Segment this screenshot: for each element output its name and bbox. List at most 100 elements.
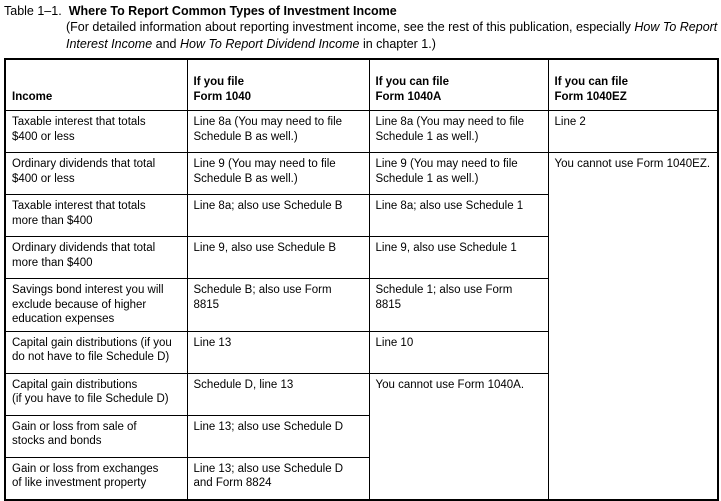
cell-form-1040: Line 8a (You may need to file Schedule B… — [186, 110, 370, 153]
cell-text-line: Capital gain distributions — [12, 378, 138, 391]
cell-text-line: Schedule 1 as well.) — [375, 172, 479, 185]
cell-text-line: Line 9 (You may need to file — [375, 158, 518, 170]
investment-income-report-table: Income If you file Form 1040 If you can … — [4, 58, 719, 501]
cell-form-1040a: Line 8a; also use Schedule 1 — [368, 194, 549, 237]
cell-form-1040: Schedule D, line 13 — [186, 372, 370, 416]
cell-text-line: Taxable interest that totals — [12, 200, 146, 212]
subtitle-text-pre: (For detailed information about reportin… — [66, 20, 631, 34]
cell-form-1040a: Line 10 — [368, 330, 549, 374]
cell-form-1040: Line 13; also use Schedule D and Form 88… — [186, 456, 370, 500]
cell-form-1040: Line 13 — [186, 330, 370, 374]
cell-form-1040ez: Line 2 — [547, 110, 719, 153]
cell-income: Capital gain distributions (if you do no… — [4, 330, 188, 374]
cell-text-line: Schedule D, line 13 — [193, 378, 294, 391]
cell-text-line: more than $400 — [12, 256, 93, 269]
cell-text-line: Line 8a (You may need to file — [193, 116, 343, 128]
cell-text-line: Capital gain distributions (if you — [12, 336, 172, 349]
cell-form-1040a: Line 9 (You may need to file Schedule 1 … — [368, 152, 549, 195]
cell-text-line: (if you have to file Schedule D) — [12, 393, 169, 405]
cell-text-line: Line 13; also use Schedule D — [193, 462, 344, 475]
cell-text-line: Schedule 1 as well.) — [375, 130, 479, 143]
cell-text-line: Line 8a (You may need to file — [375, 116, 525, 128]
cell-text-line: exclude because of higher — [12, 298, 147, 311]
table-row: Gain or loss from sale of stocks and bon… — [4, 414, 718, 458]
cell-text-line: Line 8a; also use Schedule 1 — [375, 200, 524, 212]
cell-text-line: Schedule 1; also use Form — [375, 284, 513, 296]
column-header-form-1040a-line2: Form 1040A — [375, 90, 442, 103]
column-header-form-1040a: If you can file Form 1040A — [368, 58, 549, 111]
cell-text-line: Line 8a; also use Schedule B — [193, 200, 343, 212]
column-header-form-1040ez: If you can file Form 1040EZ — [547, 58, 719, 111]
cell-text-line: Schedule B; also use Form — [193, 284, 332, 296]
column-header-form-1040-line1: If you file — [193, 76, 244, 88]
cell-income: Gain or loss from exchanges of like inve… — [4, 456, 188, 500]
cell-form-1040: Line 8a; also use Schedule B — [186, 194, 370, 237]
cell-text-line: Ordinary dividends that total — [12, 158, 156, 170]
cell-text-line: Line 9, also use Schedule 1 — [375, 242, 517, 254]
table-row: Capital gain distributions (if you do no… — [4, 330, 718, 374]
table-header: Income If you file Form 1040 If you can … — [4, 58, 719, 111]
cell-text-line: more than $400 — [12, 214, 93, 227]
cell-text-line: You cannot use Form 1040A. — [375, 378, 525, 391]
cell-text-line: Line 10 — [375, 336, 414, 349]
subtitle-italic-interest-income: How To Report Interest Income — [66, 20, 718, 51]
report-table-container: Income If you file Form 1040 If you can … — [4, 58, 719, 501]
column-header-form-1040ez-line1: If you can file — [554, 76, 629, 88]
cell-text-line: $400 or less — [12, 130, 75, 143]
cell-form-1040a: Line 8a (You may need to file Schedule 1… — [368, 110, 549, 153]
cell-text-line: 8815 — [375, 298, 402, 311]
cell-text-line: Gain or loss from exchanges — [12, 462, 159, 475]
cell-form-1040a: Line 9, also use Schedule 1 — [368, 236, 549, 279]
table-title-line: Table 1–1. Where To Report Common Types o… — [4, 3, 721, 19]
cell-income: Gain or loss from sale of stocks and bon… — [4, 414, 188, 458]
cell-text-line: 8815 — [193, 298, 220, 311]
cell-income: Taxable interest that totals $400 or les… — [4, 110, 188, 153]
cell-text-line: of like investment property — [12, 477, 147, 489]
cell-text-line: Ordinary dividends that total — [12, 242, 156, 254]
table-row: Ordinary dividends that total more than … — [4, 236, 718, 279]
subtitle-text-post: in chapter 1.) — [359, 36, 436, 51]
cell-income: Ordinary dividends that total more than … — [4, 236, 188, 279]
column-header-income: Income — [4, 58, 188, 111]
table-subtitle: (For detailed information about reportin… — [66, 19, 721, 52]
page-title: Where To Report Common Types of Investme… — [68, 4, 397, 18]
cell-form-1040a: Schedule 1; also use Form 8815 — [368, 278, 549, 332]
cell-text-line: do not have to file Schedule D) — [12, 351, 170, 363]
column-header-income-line1: Income — [12, 90, 53, 103]
cell-text-line: Savings bond interest you will — [12, 284, 164, 296]
cell-form-1040: Schedule B; also use Form 8815 — [186, 278, 370, 332]
cell-text-line: $400 or less — [12, 172, 75, 185]
cell-income: Capital gain distributions (if you have … — [4, 372, 188, 416]
cell-text-line: stocks and bonds — [12, 435, 102, 447]
table-title-block: Table 1–1. Where To Report Common Types o… — [0, 0, 721, 52]
cell-income: Taxable interest that totals more than $… — [4, 194, 188, 237]
subtitle-text-mid: and — [152, 36, 180, 51]
cell-text-line: Line 9, also use Schedule B — [193, 242, 337, 254]
cell-text-line: Line 9 (You may need to file — [193, 158, 336, 170]
cell-cannot-use-form-1040a: You cannot use Form 1040A. — [368, 372, 549, 500]
cell-form-1040: Line 9 (You may need to file Schedule B … — [186, 152, 370, 195]
cell-income: Savings bond interest you will exclude b… — [4, 278, 188, 332]
cell-text-line: Taxable interest that totals — [12, 116, 146, 128]
table-row: Taxable interest that totals more than $… — [4, 194, 718, 237]
table-row: Ordinary dividends that total $400 or le… — [4, 152, 719, 500]
table-row: Taxable interest that totals $400 or les… — [4, 110, 719, 153]
column-header-form-1040-line2: Form 1040 — [193, 90, 252, 103]
cell-text-line: Schedule B as well.) — [193, 130, 298, 143]
column-header-form-1040a-line1: If you can file — [375, 76, 450, 88]
cell-text-line: Line 13 — [193, 336, 232, 349]
table-header-row: Income If you file Form 1040 If you can … — [4, 58, 719, 111]
table-number-label: Table 1–1. — [4, 4, 62, 18]
cell-form-1040: Line 13; also use Schedule D — [186, 414, 370, 458]
cell-text-line: education expenses — [12, 313, 115, 325]
cell-text-line: You cannot use Form 1040EZ. — [554, 158, 711, 170]
cell-text-line: and Form 8824 — [193, 477, 272, 489]
cell-text-line: Line 2 — [554, 116, 586, 128]
column-header-form-1040ez-line2: Form 1040EZ — [554, 90, 627, 103]
column-header-form-1040: If you file Form 1040 — [186, 58, 370, 111]
cell-text-line: Line 13; also use Schedule D — [193, 420, 344, 433]
cell-text-line: Gain or loss from sale of — [12, 420, 137, 433]
table-row: Savings bond interest you will exclude b… — [4, 278, 718, 332]
cell-income: Ordinary dividends that total $400 or le… — [4, 152, 188, 195]
cell-form-1040: Line 9, also use Schedule B — [186, 236, 370, 279]
